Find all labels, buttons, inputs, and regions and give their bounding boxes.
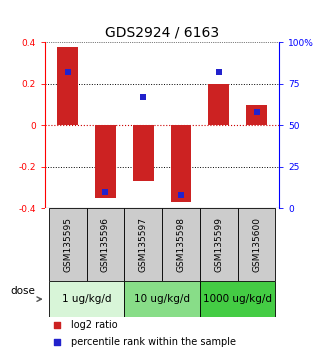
Text: GSM135600: GSM135600	[252, 217, 261, 272]
Point	[65, 69, 70, 75]
Point	[254, 109, 259, 115]
Text: GSM135597: GSM135597	[139, 217, 148, 272]
FancyBboxPatch shape	[238, 208, 275, 281]
Text: 1 ug/kg/d: 1 ug/kg/d	[62, 294, 111, 304]
Text: dose: dose	[11, 286, 36, 296]
Text: 10 ug/kg/d: 10 ug/kg/d	[134, 294, 190, 304]
Text: GSM135595: GSM135595	[63, 217, 72, 272]
Point	[54, 339, 59, 345]
Point	[54, 322, 59, 327]
FancyBboxPatch shape	[124, 208, 162, 281]
Text: GSM135596: GSM135596	[101, 217, 110, 272]
Text: 1000 ug/kg/d: 1000 ug/kg/d	[203, 294, 272, 304]
Text: GSM135598: GSM135598	[177, 217, 186, 272]
FancyBboxPatch shape	[124, 281, 200, 317]
FancyBboxPatch shape	[87, 208, 124, 281]
Bar	[133, 125, 154, 181]
Bar	[208, 84, 229, 125]
FancyBboxPatch shape	[200, 281, 275, 317]
Text: log2 ratio: log2 ratio	[71, 320, 117, 330]
Point	[103, 189, 108, 194]
FancyBboxPatch shape	[200, 208, 238, 281]
Point	[216, 69, 221, 75]
Bar	[246, 104, 267, 125]
Title: GDS2924 / 6163: GDS2924 / 6163	[105, 26, 219, 40]
Text: percentile rank within the sample: percentile rank within the sample	[71, 337, 236, 347]
FancyBboxPatch shape	[49, 208, 87, 281]
Point	[178, 192, 184, 198]
Bar	[57, 47, 78, 125]
Bar	[95, 125, 116, 198]
Point	[141, 94, 146, 100]
FancyBboxPatch shape	[49, 281, 124, 317]
Bar	[170, 125, 191, 202]
FancyBboxPatch shape	[162, 208, 200, 281]
Text: GSM135599: GSM135599	[214, 217, 223, 272]
